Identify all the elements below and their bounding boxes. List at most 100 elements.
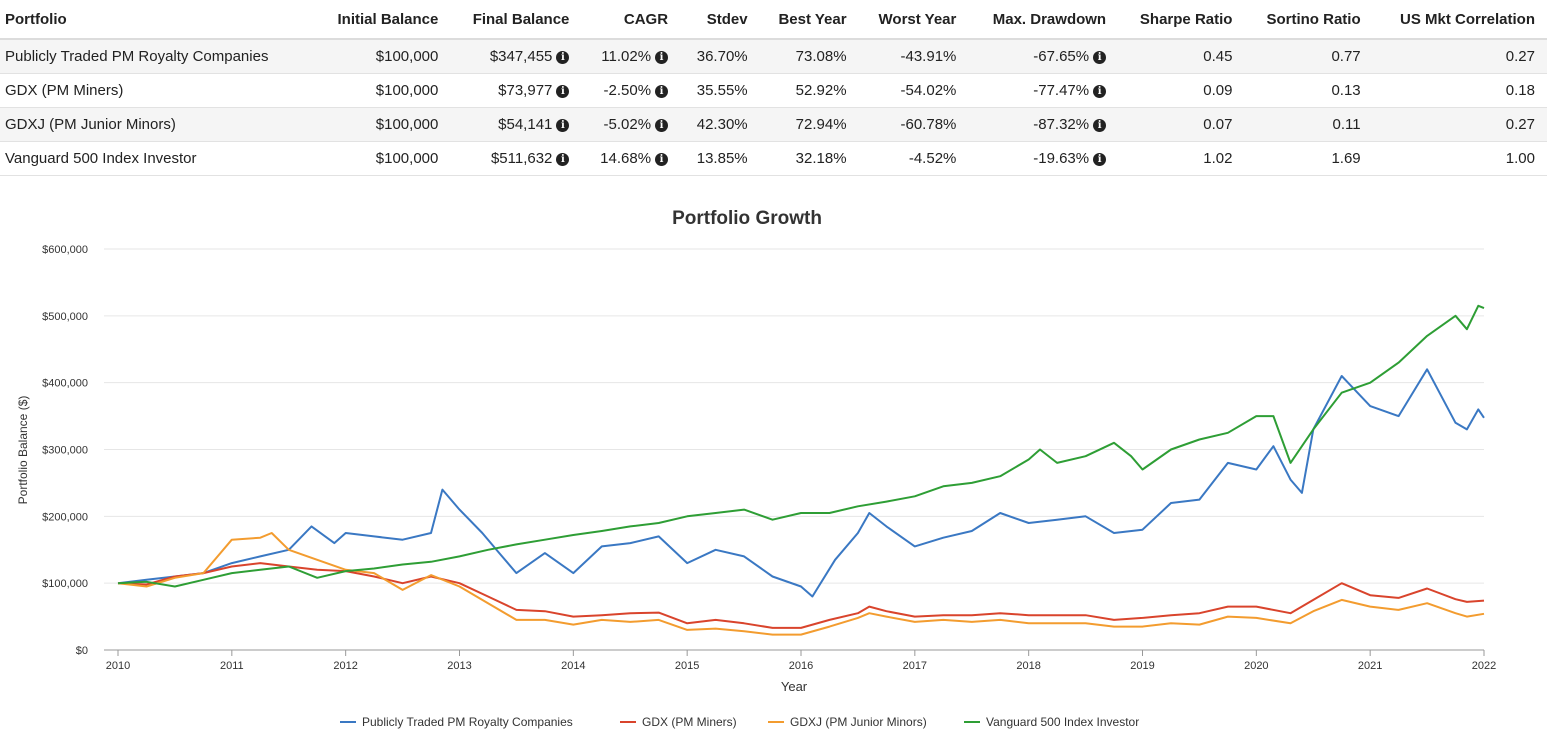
x-tick-label: 2021 — [1358, 660, 1382, 672]
x-axis-label: Year — [781, 679, 808, 694]
col-header-stdev[interactable]: Stdev — [678, 0, 758, 40]
series-line-1[interactable] — [117, 368, 1485, 598]
chart-title: Portfolio Growth — [672, 208, 822, 229]
info-icon[interactable]: i — [1093, 51, 1107, 64]
cell-final-balance: $54,141 i — [448, 107, 580, 142]
table-row: Vanguard 500 Index Investor $100,000 $51… — [0, 141, 1547, 176]
cell-initial-balance: $100,000 — [312, 73, 449, 108]
col-header-max-drawdown[interactable]: Max. Drawdown — [966, 0, 1117, 40]
info-icon[interactable]: i — [556, 51, 570, 64]
cell-stdev: 36.70% — [678, 39, 758, 74]
cell-best-year: 52.92% — [757, 73, 857, 108]
info-icon[interactable]: i — [655, 85, 669, 98]
y-tick-label: $200,000 — [42, 511, 88, 523]
x-tick-label: 2016 — [789, 660, 813, 672]
info-icon[interactable]: i — [1093, 85, 1107, 98]
x-tick-label: 2019 — [1130, 660, 1154, 672]
cell-stdev: 13.85% — [678, 141, 758, 176]
x-tick-label: 2012 — [333, 660, 357, 672]
chart-series-lines — [117, 304, 1485, 636]
col-header-final-balance[interactable]: Final Balance — [448, 0, 580, 40]
cell-final-balance-value: $54,141 — [498, 116, 553, 133]
y-tick-label: $400,000 — [42, 378, 88, 390]
col-header-portfolio[interactable]: Portfolio — [0, 0, 313, 40]
cell-stdev: 42.30% — [678, 107, 758, 142]
info-icon[interactable]: i — [556, 153, 570, 166]
cell-us-mkt-correlation: 0.18 — [1370, 73, 1547, 108]
cell-worst-year: -54.02% — [856, 73, 967, 108]
cell-portfolio: GDX (PM Miners) — [0, 73, 313, 108]
legend-label: Vanguard 500 Index Investor — [986, 715, 1139, 729]
series-line-4[interactable] — [117, 304, 1485, 588]
cell-best-year: 72.94% — [757, 107, 857, 142]
info-icon[interactable]: i — [1093, 119, 1107, 132]
cell-final-balance-value: $73,977 — [498, 82, 553, 99]
info-icon[interactable]: i — [655, 119, 669, 132]
x-tick-label: 2015 — [675, 660, 699, 672]
legend-item[interactable]: GDX (PM Miners) — [620, 715, 737, 729]
cell-sortino-ratio: 0.13 — [1242, 73, 1371, 108]
cell-portfolio: Vanguard 500 Index Investor — [0, 141, 313, 176]
cell-cagr: -5.02% i — [579, 107, 679, 142]
cell-sortino-ratio: 0.77 — [1242, 39, 1371, 74]
x-tick-label: 2010 — [106, 660, 130, 672]
cell-us-mkt-correlation: 1.00 — [1370, 141, 1547, 176]
col-header-sharpe-ratio[interactable]: Sharpe Ratio — [1116, 0, 1243, 40]
col-header-us-mkt-correlation[interactable]: US Mkt Correlation — [1370, 0, 1547, 40]
cell-cagr: 11.02% i — [579, 39, 679, 74]
cell-final-balance: $347,455 i — [448, 39, 580, 74]
info-icon[interactable]: i — [1093, 153, 1107, 166]
x-tick-label: 2017 — [903, 660, 927, 672]
cell-us-mkt-correlation: 0.27 — [1370, 107, 1547, 142]
cell-max-drawdown-value: -87.32% — [1033, 116, 1090, 133]
col-header-initial-balance[interactable]: Initial Balance — [312, 0, 449, 40]
y-axis-ticks: $0 $100,000 $200,000 $300,000 $400,000 $500,0… — [42, 244, 88, 657]
table-row: GDXJ (PM Junior Minors) $100,000 $54,141… — [0, 107, 1547, 142]
y-tick-label: $600,000 — [42, 244, 88, 256]
legend-item[interactable]: Vanguard 500 Index Investor — [964, 715, 1139, 729]
cell-cagr-value: -2.50% — [603, 82, 652, 99]
cell-initial-balance: $100,000 — [312, 141, 449, 176]
cell-worst-year: -4.52% — [856, 141, 967, 176]
x-tick-label: 2022 — [1472, 660, 1496, 672]
info-icon[interactable]: i — [655, 153, 669, 166]
portfolio-growth-chart: Portfolio Growth $0 $100,000 $200,000 $300,… — [16, 208, 1496, 729]
cell-cagr-value: 11.02% — [601, 48, 652, 65]
cell-cagr-value: 14.68% — [600, 150, 652, 167]
cell-sortino-ratio: 1.69 — [1242, 141, 1371, 176]
x-tick-label: 2020 — [1244, 660, 1268, 672]
legend-item[interactable]: GDXJ (PM Junior Minors) — [768, 715, 927, 729]
y-tick-label: $500,000 — [42, 311, 88, 323]
y-axis-label: Portfolio Balance ($) — [16, 396, 30, 505]
col-header-cagr[interactable]: CAGR — [579, 0, 679, 40]
info-icon[interactable]: i — [556, 119, 570, 132]
x-tick-label: 2013 — [447, 660, 471, 672]
cell-portfolio: GDXJ (PM Junior Minors) — [0, 107, 313, 142]
legend-item[interactable]: Publicly Traded PM Royalty Companies — [340, 715, 573, 729]
cell-final-balance-value: $347,455 — [489, 48, 553, 65]
info-icon[interactable]: i — [556, 85, 570, 98]
cell-worst-year: -60.78% — [856, 107, 967, 142]
x-tick-label: 2018 — [1016, 660, 1040, 672]
y-tick-label: $0 — [76, 645, 88, 657]
series-line-2[interactable] — [117, 562, 1485, 629]
col-header-worst-year[interactable]: Worst Year — [856, 0, 967, 40]
x-tick-label: 2011 — [220, 660, 244, 672]
cell-max-drawdown-value: -19.63% — [1033, 150, 1090, 167]
cell-max-drawdown: -87.32% i — [966, 107, 1117, 142]
cell-cagr-value: -5.02% — [603, 116, 652, 133]
legend-label: Publicly Traded PM Royalty Companies — [362, 715, 573, 729]
col-header-best-year[interactable]: Best Year — [757, 0, 857, 40]
cell-best-year: 32.18% — [757, 141, 857, 176]
cell-sharpe-ratio: 1.02 — [1116, 141, 1243, 176]
cell-stdev: 35.55% — [678, 73, 758, 108]
info-icon[interactable]: i — [655, 51, 669, 64]
series-line-3[interactable] — [117, 532, 1485, 636]
cell-sortino-ratio: 0.11 — [1242, 107, 1371, 142]
cell-us-mkt-correlation: 0.27 — [1370, 39, 1547, 74]
cell-max-drawdown: -77.47% i — [966, 73, 1117, 108]
table-row: Publicly Traded PM Royalty Companies $10… — [0, 39, 1547, 74]
col-header-sortino-ratio[interactable]: Sortino Ratio — [1242, 0, 1371, 40]
chart-legend: Publicly Traded PM Royalty Companies GDX … — [340, 715, 1139, 729]
cell-final-balance: $511,632 i — [448, 141, 580, 176]
